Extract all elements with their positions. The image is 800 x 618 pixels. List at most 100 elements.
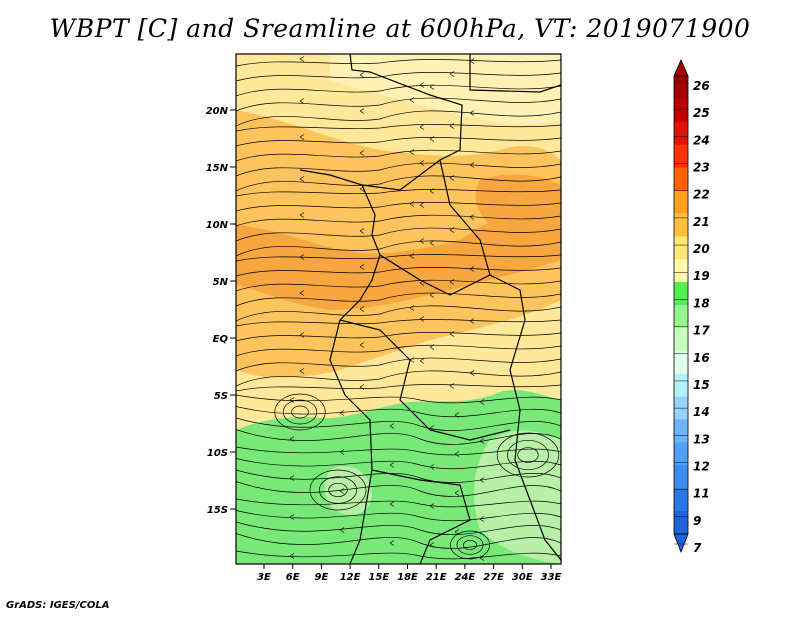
streamline-vortex [517, 447, 539, 463]
streamline-arrow [359, 72, 365, 78]
streamline-arrow [454, 412, 460, 418]
streamline-arrow [429, 425, 435, 431]
border-inner-5 [469, 54, 561, 93]
streamline [236, 149, 561, 162]
streamline-arrow [419, 238, 425, 244]
streamline-arrow [389, 540, 395, 546]
lat-label: 5N [213, 277, 229, 288]
streamline-arrow [289, 436, 295, 442]
streamline-arrow [419, 316, 425, 322]
streamline-arrow [359, 264, 365, 270]
streamline-arrow [339, 410, 345, 416]
streamline-arrow [469, 370, 475, 376]
colorbar-label: 23 [693, 161, 710, 175]
streamline [236, 175, 561, 192]
colorbar-label: 22 [693, 188, 710, 202]
colorbar-segment [674, 259, 688, 283]
colorbar-segment [674, 419, 688, 443]
lat-label: 10N [206, 220, 229, 231]
streamline-arrow [419, 280, 425, 286]
streamline-arrow [409, 149, 415, 155]
streamline-arrow [479, 516, 485, 522]
colorbar-segment [674, 305, 688, 329]
streamline [236, 97, 561, 112]
streamline-arrow [359, 228, 365, 234]
lon-label: 9E [315, 572, 329, 583]
streamline-arrow [389, 423, 395, 429]
streamline [236, 72, 561, 82]
streamline-arrow [449, 123, 455, 129]
streamline [236, 162, 561, 177]
colorbar-segment [674, 282, 688, 306]
colorbar-bottom-arrow [673, 533, 689, 554]
streamline-arrow [449, 227, 455, 233]
colorbar-segment [674, 98, 688, 123]
colorbar-label: 13 [693, 432, 710, 446]
streamline [236, 214, 561, 227]
latitude-axis: 20N 15N 10N 5N EQ 5S 10S 15S [206, 106, 236, 516]
streamline [236, 384, 561, 392]
streamline [236, 406, 561, 418]
map-frame [235, 53, 562, 565]
country-borders [299, 54, 561, 564]
streamline-arrow [469, 110, 475, 116]
streamline-arrow [389, 462, 395, 468]
streamline-vortex [507, 439, 549, 471]
lon-label: 6E [286, 572, 300, 583]
colorbar-segment [674, 236, 688, 260]
lat-label: 10S [207, 448, 228, 459]
colorbar-frame [673, 75, 689, 535]
streamline [236, 458, 561, 470]
streamline-arrow [479, 555, 485, 561]
streamline-arrow [299, 98, 305, 104]
streamline [236, 344, 561, 357]
streamline-arrow [469, 162, 475, 168]
colorbar-label: 14 [693, 405, 710, 419]
streamline [236, 110, 561, 127]
streamline [236, 124, 561, 132]
streamline-arrow [299, 176, 305, 182]
streamline-arrow [429, 542, 435, 548]
lon-label: 18E [397, 572, 418, 583]
streamline-arrow [419, 202, 425, 208]
streamline-arrow [409, 253, 415, 259]
lon-label: 3E [257, 572, 271, 583]
streamline [236, 417, 561, 431]
streamline [236, 319, 561, 327]
colorbar-segment [674, 76, 688, 100]
colorbar-label: 15 [693, 378, 710, 392]
colorbar-segment [674, 488, 688, 512]
streamline-arrow [449, 279, 455, 285]
streamline-vortex [291, 405, 309, 419]
streamline-arrow [409, 97, 415, 103]
streamline-arrow [359, 108, 365, 114]
lon-label: 30E [512, 572, 533, 583]
streamline [236, 498, 561, 508]
streamline-arrow [339, 527, 345, 533]
streamline-vortex [450, 530, 490, 560]
streamline-arrow [449, 383, 455, 389]
streamline [236, 254, 561, 262]
streamline-arrow [429, 344, 435, 350]
streamline-arrow [299, 368, 305, 374]
colorbar-segment [674, 121, 688, 146]
streamline-arrow [339, 449, 345, 455]
streamline [236, 446, 561, 456]
colorbar-label: 11 [693, 487, 710, 501]
streamline [236, 469, 561, 483]
streamline [236, 533, 561, 549]
wbpt-region-yellow-north [330, 54, 561, 125]
streamline [236, 189, 561, 197]
lon-label: 27E [483, 572, 504, 583]
streamline [236, 240, 561, 257]
streamline-arrow [479, 399, 485, 405]
border-inner-2 [379, 254, 491, 296]
streamline-arrow [469, 318, 475, 324]
colorbar-label: 16 [693, 351, 710, 365]
streamline-arrow [429, 188, 435, 194]
colorbar-label: 9 [693, 514, 701, 528]
streamline-arrow [299, 212, 305, 218]
streamline [236, 357, 561, 372]
streamline-arrow [389, 501, 395, 507]
streamline [236, 550, 561, 560]
